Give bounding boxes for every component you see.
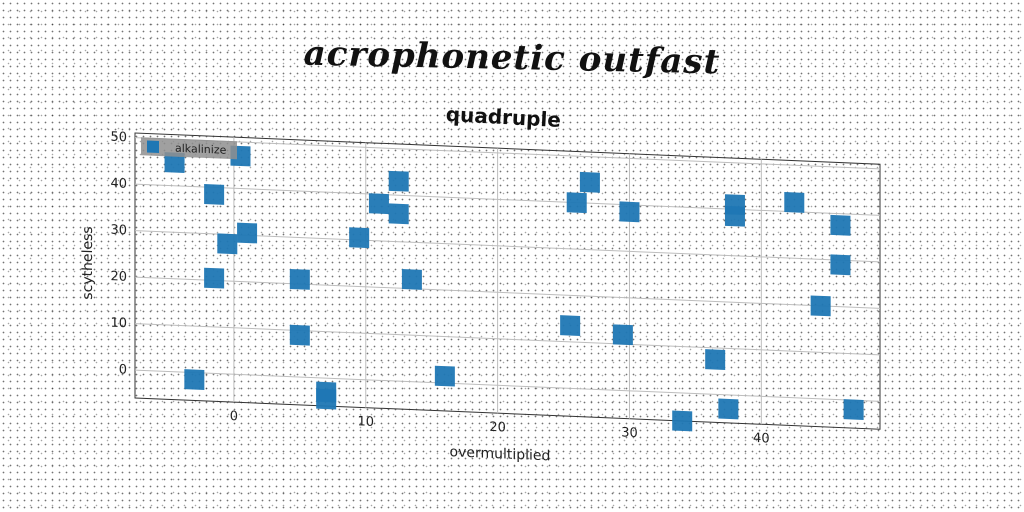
grid [135, 137, 880, 425]
x-tick-label: 0 [230, 409, 238, 424]
data-point [718, 398, 739, 420]
x-tick-label: 40 [753, 431, 770, 447]
y-tick-label: 0 [119, 362, 127, 377]
legend-swatch [147, 140, 159, 154]
y-axis-label: scytheless [80, 226, 96, 300]
data-point [204, 184, 225, 205]
y-grid-line [135, 183, 880, 216]
y-tick-label: 30 [110, 223, 127, 239]
y-grid-line [135, 369, 880, 402]
y-grid-line [135, 323, 880, 356]
y-grid-line [135, 137, 880, 170]
data-point [349, 227, 370, 249]
data-point [434, 365, 455, 387]
data-point [830, 254, 851, 276]
y-tick-label: 10 [110, 316, 127, 332]
data-point [316, 388, 337, 410]
data-point [401, 269, 422, 290]
data-point [724, 205, 745, 227]
data-point [289, 268, 310, 290]
x-tick-label: 20 [489, 420, 506, 436]
y-grid-line [135, 276, 880, 309]
y-tick-label: 50 [110, 130, 127, 146]
plot-frame [134, 132, 881, 430]
data-point [388, 170, 409, 192]
legend-label: alkalinize [175, 142, 227, 157]
legend-box [141, 137, 237, 160]
data-point [560, 315, 581, 336]
data-point [289, 324, 310, 346]
data-point [237, 222, 258, 244]
y-tick-labels: 0 10 20 30 40 50 [110, 130, 127, 378]
data-point [612, 324, 633, 346]
chart-title: quadruple [445, 102, 561, 132]
data-point [810, 295, 831, 317]
x-axis-label: overmultiplied [450, 444, 551, 464]
x-tick-label: 30 [621, 425, 638, 441]
data-point [164, 152, 185, 173]
data-point [566, 192, 587, 214]
data-point [204, 267, 225, 289]
data-point [217, 233, 238, 255]
y-tick-label: 20 [110, 269, 127, 285]
data-point [830, 214, 851, 236]
data-point [705, 349, 726, 370]
data-point [843, 399, 864, 420]
data-points [164, 145, 864, 432]
data-point [184, 369, 205, 390]
y-tick-label: 40 [110, 176, 127, 192]
data-point [368, 193, 389, 215]
data-point [784, 192, 805, 213]
data-point [672, 410, 693, 432]
data-point [388, 203, 409, 225]
data-point [579, 171, 600, 193]
data-point [619, 201, 640, 223]
x-tick-labels: 0 10 20 30 40 [230, 409, 770, 447]
y-grid-line [135, 230, 880, 263]
x-tick-label: 10 [357, 414, 374, 430]
legend: alkalinize [141, 137, 237, 160]
